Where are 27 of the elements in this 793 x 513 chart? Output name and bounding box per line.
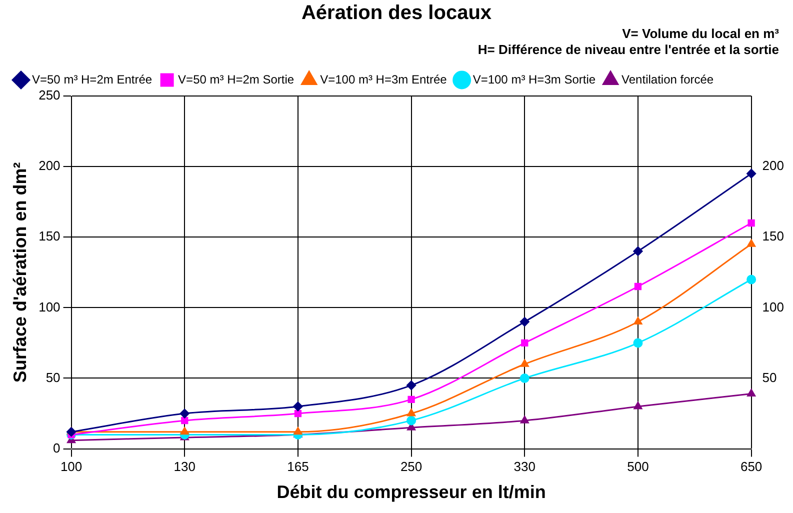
x-tick-label: 650 [740,459,762,474]
x-tick-label: 165 [287,459,309,474]
x-tick-label: 100 [60,459,82,474]
x-tick-label: 500 [627,459,649,474]
y-tick-label: 50 [46,370,60,385]
legend-label: V=100 m³ H=3m Sortie [472,72,596,86]
chart-title: Aération des locaux [300,1,493,26]
legend-label: Ventilation forcée [622,72,714,86]
y-tick-label: 100 [38,299,60,314]
legend-label: V=50 m³ H=2m Entrée [32,72,152,86]
legend-label: V=100 m³ H=3m Entrée [320,72,448,86]
x-tick-label: 130 [174,459,196,474]
text: H= Différence de niveau entre l'entrée et la sortie [478,42,779,57]
y2-tick-label: 150 [762,228,784,244]
x-axis-title: Débit du compresseur en lt/min [276,482,546,502]
y-axis-title: Surface d'aération en dm² [10,162,30,383]
y2-tick-label: 100 [762,299,784,314]
y-tick-label: 0 [53,440,60,456]
x-tick-label: 330 [514,459,536,474]
y2-tick-label: 50 [762,370,777,385]
y-tick-label: 200 [38,158,60,174]
x-tick-label: 250 [400,459,422,474]
text: V= Volume du local en m³ [622,26,779,41]
y-tick-label: 250 [38,88,60,103]
y-tick-label: 150 [38,228,60,244]
y2-tick-label: 200 [762,158,784,174]
legend-label: V=50 m³ H=2m Sortie [178,72,294,86]
